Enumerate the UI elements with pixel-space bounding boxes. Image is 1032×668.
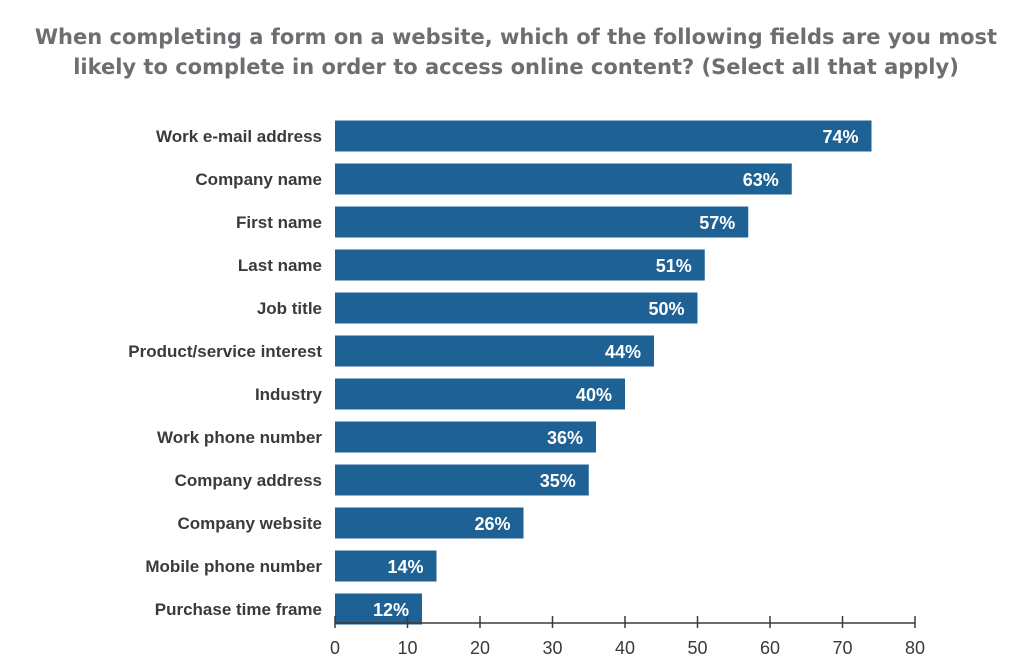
chart-title-line-2: likely to complete in order to access on…: [73, 55, 959, 79]
bar: [335, 550, 437, 582]
data-label: 26%: [474, 514, 510, 534]
data-label: 57%: [699, 213, 735, 233]
bar: [335, 335, 654, 367]
bar: [335, 421, 596, 453]
category-label: Product/service interest: [128, 342, 322, 361]
data-label: 36%: [547, 428, 583, 448]
x-tick-label: 40: [615, 638, 635, 658]
data-label: 14%: [387, 557, 423, 577]
data-label: 40%: [576, 385, 612, 405]
x-tick-label: 10: [397, 638, 417, 658]
bar: [335, 464, 589, 496]
category-label: First name: [236, 213, 322, 232]
data-label: 74%: [822, 127, 858, 147]
x-tick-label: 0: [330, 638, 340, 658]
category-label: Job title: [257, 299, 322, 318]
data-label: 50%: [648, 299, 684, 319]
x-tick-label: 80: [905, 638, 925, 658]
category-label: Industry: [255, 385, 323, 404]
bar: [335, 163, 792, 195]
data-label: 44%: [605, 342, 641, 362]
chart-title: When completing a form on a website, whi…: [0, 22, 1032, 82]
data-label: 63%: [743, 170, 779, 190]
category-label: Last name: [238, 256, 322, 275]
category-label: Mobile phone number: [145, 557, 322, 576]
bar: [335, 120, 872, 152]
x-tick-label: 60: [760, 638, 780, 658]
data-label: 35%: [540, 471, 576, 491]
data-label: 12%: [373, 600, 409, 620]
x-tick-label: 50: [687, 638, 707, 658]
category-label: Company address: [175, 471, 322, 490]
category-label: Work e-mail address: [156, 127, 322, 146]
bar: [335, 378, 625, 410]
x-tick-label: 70: [832, 638, 852, 658]
category-label: Company website: [177, 514, 322, 533]
chart-title-line-1: When completing a form on a website, whi…: [34, 25, 998, 49]
bar: [335, 292, 698, 324]
category-label: Work phone number: [157, 428, 322, 447]
category-label: Company name: [195, 170, 322, 189]
x-tick-label: 20: [470, 638, 490, 658]
bar: [335, 206, 749, 238]
x-tick-label: 30: [542, 638, 562, 658]
bar: [335, 249, 705, 281]
data-label: 51%: [656, 256, 692, 276]
bar: [335, 507, 524, 539]
category-label: Purchase time frame: [155, 600, 322, 619]
